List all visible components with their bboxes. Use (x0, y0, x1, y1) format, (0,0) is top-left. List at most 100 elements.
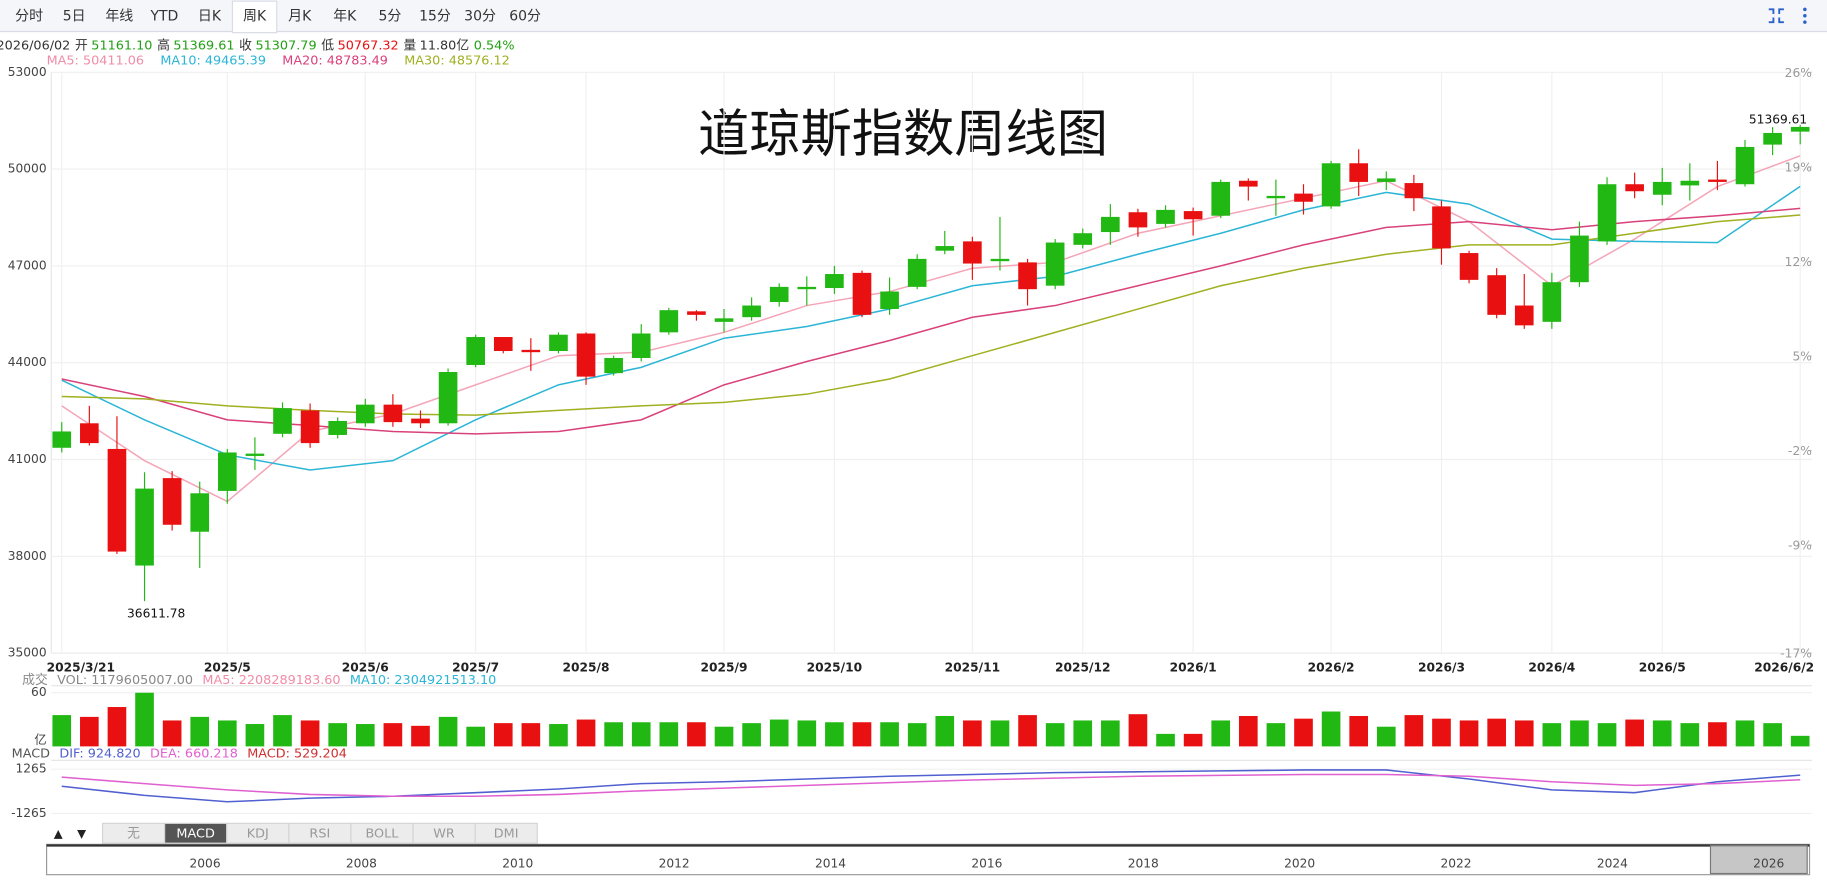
indicator-tab[interactable]: MACD (176, 826, 215, 841)
active-tab-bg (231, 0, 278, 34)
volume-bar (963, 720, 982, 747)
navigator-window[interactable] (1709, 844, 1808, 875)
period-tab[interactable]: 年K (333, 8, 357, 24)
period-tab[interactable]: 30分 (464, 8, 496, 24)
candle-body (1542, 282, 1562, 322)
volume-bar (245, 724, 265, 747)
scroll-arrow[interactable]: ▼ (77, 826, 86, 840)
volume-bar (190, 716, 210, 747)
ma-legend-item: MA30: 48576.12 (404, 53, 510, 68)
volume-bar (1487, 718, 1506, 747)
menu-dot[interactable] (1803, 13, 1807, 18)
x-tick-label: 2025/11 (945, 661, 1000, 675)
volume-header-item: MA5: 2208289183.60 (202, 672, 340, 687)
x-tick-label: 2025/8 (563, 661, 610, 675)
y-tick-label: 44000 (8, 355, 47, 369)
volume-header-item: 成交 (22, 671, 48, 687)
volume-bar (438, 716, 458, 747)
volume-bar (1652, 720, 1672, 747)
x-tick-label: 2026/4 (1528, 661, 1575, 675)
volume-bar (1211, 720, 1231, 747)
volume-bar (549, 724, 568, 747)
indicator-tab[interactable]: KDJ (247, 826, 269, 841)
x-tick-label: 2025/10 (807, 661, 862, 675)
indicator-tab[interactable]: RSI (309, 826, 330, 841)
quote-label: 高 (157, 37, 170, 53)
quote-label: 低 (321, 38, 334, 53)
volume-header-item: MA10: 2304921513.10 (350, 672, 496, 687)
ma-line (61, 207, 1801, 435)
ma-line (61, 185, 1801, 471)
period-tab[interactable]: 周K (243, 8, 267, 24)
volume-bar (1735, 720, 1755, 747)
candle-body (907, 258, 927, 287)
indicator-tab[interactable]: 无 (127, 826, 140, 841)
volume-bar (935, 715, 955, 747)
indicator-tab[interactable]: BOLL (365, 826, 399, 841)
volume-bar (466, 726, 485, 747)
volume-bar (1763, 723, 1782, 747)
period-tab[interactable]: 15分 (419, 8, 451, 24)
candle-body (52, 431, 72, 448)
period-tab[interactable]: 日K (198, 8, 222, 24)
navigator[interactable] (46, 843, 1811, 876)
candle-body (438, 371, 458, 424)
candle-body (604, 357, 623, 374)
candle-body (1597, 184, 1617, 242)
candle-body (107, 448, 127, 552)
candle-body (797, 286, 817, 290)
candle-body (493, 337, 513, 352)
volume-bar (1404, 715, 1424, 747)
volume-bar (1680, 723, 1700, 747)
period-tab[interactable]: 5分 (378, 8, 401, 24)
volume-bar (300, 720, 320, 747)
menu-dot[interactable] (1803, 7, 1807, 12)
volume-bar (797, 720, 817, 747)
indicator-tab[interactable]: WR (433, 826, 455, 841)
volume-bar (411, 725, 430, 747)
volume-bar (714, 726, 734, 747)
toolbar-icons[interactable] (1768, 7, 1807, 24)
indicator-tab-bg[interactable] (474, 822, 538, 844)
quote-label: 量 (403, 38, 416, 53)
period-tab[interactable]: 分时 (15, 8, 43, 24)
volume-bar (1266, 723, 1286, 747)
ma-legend-item: MA20: 48783.49 (282, 53, 388, 68)
volume-bar (328, 723, 348, 747)
period-tab[interactable]: 5日 (63, 8, 86, 24)
volume-bar (631, 722, 651, 747)
navigator-year: 2010 (502, 857, 533, 871)
candle-body (1073, 233, 1093, 245)
candle-body (1652, 181, 1672, 195)
indicator-tab[interactable]: DMI (494, 826, 519, 841)
period-tab[interactable]: 年线 (105, 8, 133, 24)
candle-body (990, 258, 1010, 262)
candle-body (1570, 235, 1589, 283)
candle-body (190, 493, 210, 532)
period-tab[interactable]: 月K (288, 8, 312, 24)
volume-bar (659, 722, 679, 747)
volume-bar (1349, 715, 1369, 747)
x-tick-label: 2025/7 (452, 661, 499, 675)
volume-bar (1128, 714, 1148, 747)
scroll-arrow[interactable]: ▲ (54, 826, 63, 840)
navigator-year: 2022 (1440, 857, 1471, 871)
x-tick-label: 2025/6 (342, 661, 389, 675)
volume-bar (907, 723, 927, 747)
candle-body (521, 349, 541, 353)
menu-dot[interactable] (1803, 20, 1807, 24)
macd-line (61, 773, 1801, 798)
quote-line: 2026/06/02 开 51161.10 高 51369.61 收 51307.79 低 50… (0, 37, 514, 53)
candle-body (1404, 183, 1424, 199)
candle-body (769, 286, 789, 303)
macd-line (61, 769, 1801, 803)
candle-body (631, 333, 651, 358)
period-tab[interactable]: YTD (149, 8, 178, 24)
volume-bar (273, 715, 292, 747)
candle-body (1680, 180, 1700, 186)
period-tab[interactable]: 60分 (509, 8, 541, 24)
candle-body (825, 274, 844, 289)
collapse-icon[interactable] (1768, 8, 1784, 24)
x-tick-label: 2026/6/2 (1754, 661, 1814, 675)
y2-tick-label: 19% (1785, 161, 1812, 175)
